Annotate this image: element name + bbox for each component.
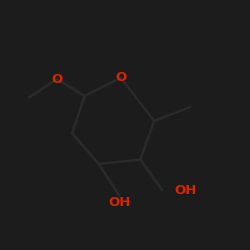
Text: O: O [115, 71, 126, 84]
Text: O: O [51, 73, 62, 86]
Text: OH: OH [174, 184, 197, 197]
Text: OH: OH [108, 196, 131, 209]
